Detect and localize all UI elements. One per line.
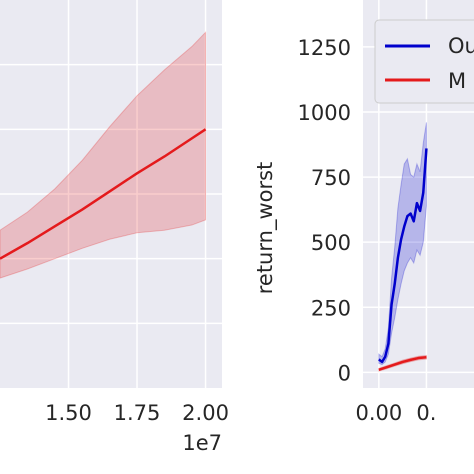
right-series-group — [378, 122, 428, 372]
legend-label-ou: Ou — [448, 34, 474, 58]
right-y-tick-0: 0 — [338, 361, 351, 385]
right-y-axis-label: return_worst — [253, 162, 278, 295]
right-line-1 — [378, 356, 427, 371]
legend-box — [374, 19, 474, 104]
right-line-0 — [378, 148, 428, 364]
left-chart: 1.50 1.75 2.00 1e7 — [0, 0, 229, 455]
right-x-tick-1: 0. — [416, 401, 436, 425]
left-grid — [0, 0, 222, 388]
left-series-group — [0, 31, 207, 279]
left-x-tick-1: 1.75 — [114, 401, 161, 425]
right-x-tick-labels: 0.00 0. — [355, 401, 436, 425]
right-y-tick-labels: 0 250 500 750 1000 1250 — [298, 36, 351, 386]
left-line-0 — [0, 128, 207, 260]
left-x-multiplier-label: 1e7 — [182, 431, 222, 455]
right-y-tick-5: 1250 — [298, 36, 351, 60]
right-x-tick-0: 0.00 — [355, 401, 402, 425]
right-y-tick-1: 250 — [311, 296, 351, 320]
left-band-0 — [0, 31, 207, 279]
left-x-tick-labels: 1.50 1.75 2.00 — [45, 401, 229, 425]
right-y-tick-4: 1000 — [298, 101, 351, 125]
legend: Ou M — [374, 19, 474, 104]
right-y-tick-2: 500 — [311, 231, 351, 255]
right-chart: 0 250 500 750 1000 1250 0.00 0. return_worst O… — [253, 0, 474, 425]
legend-label-m: M — [448, 69, 466, 93]
left-x-tick-2: 2.00 — [182, 401, 229, 425]
left-x-tick-0: 1.50 — [45, 401, 92, 425]
right-y-tick-3: 750 — [311, 166, 351, 190]
